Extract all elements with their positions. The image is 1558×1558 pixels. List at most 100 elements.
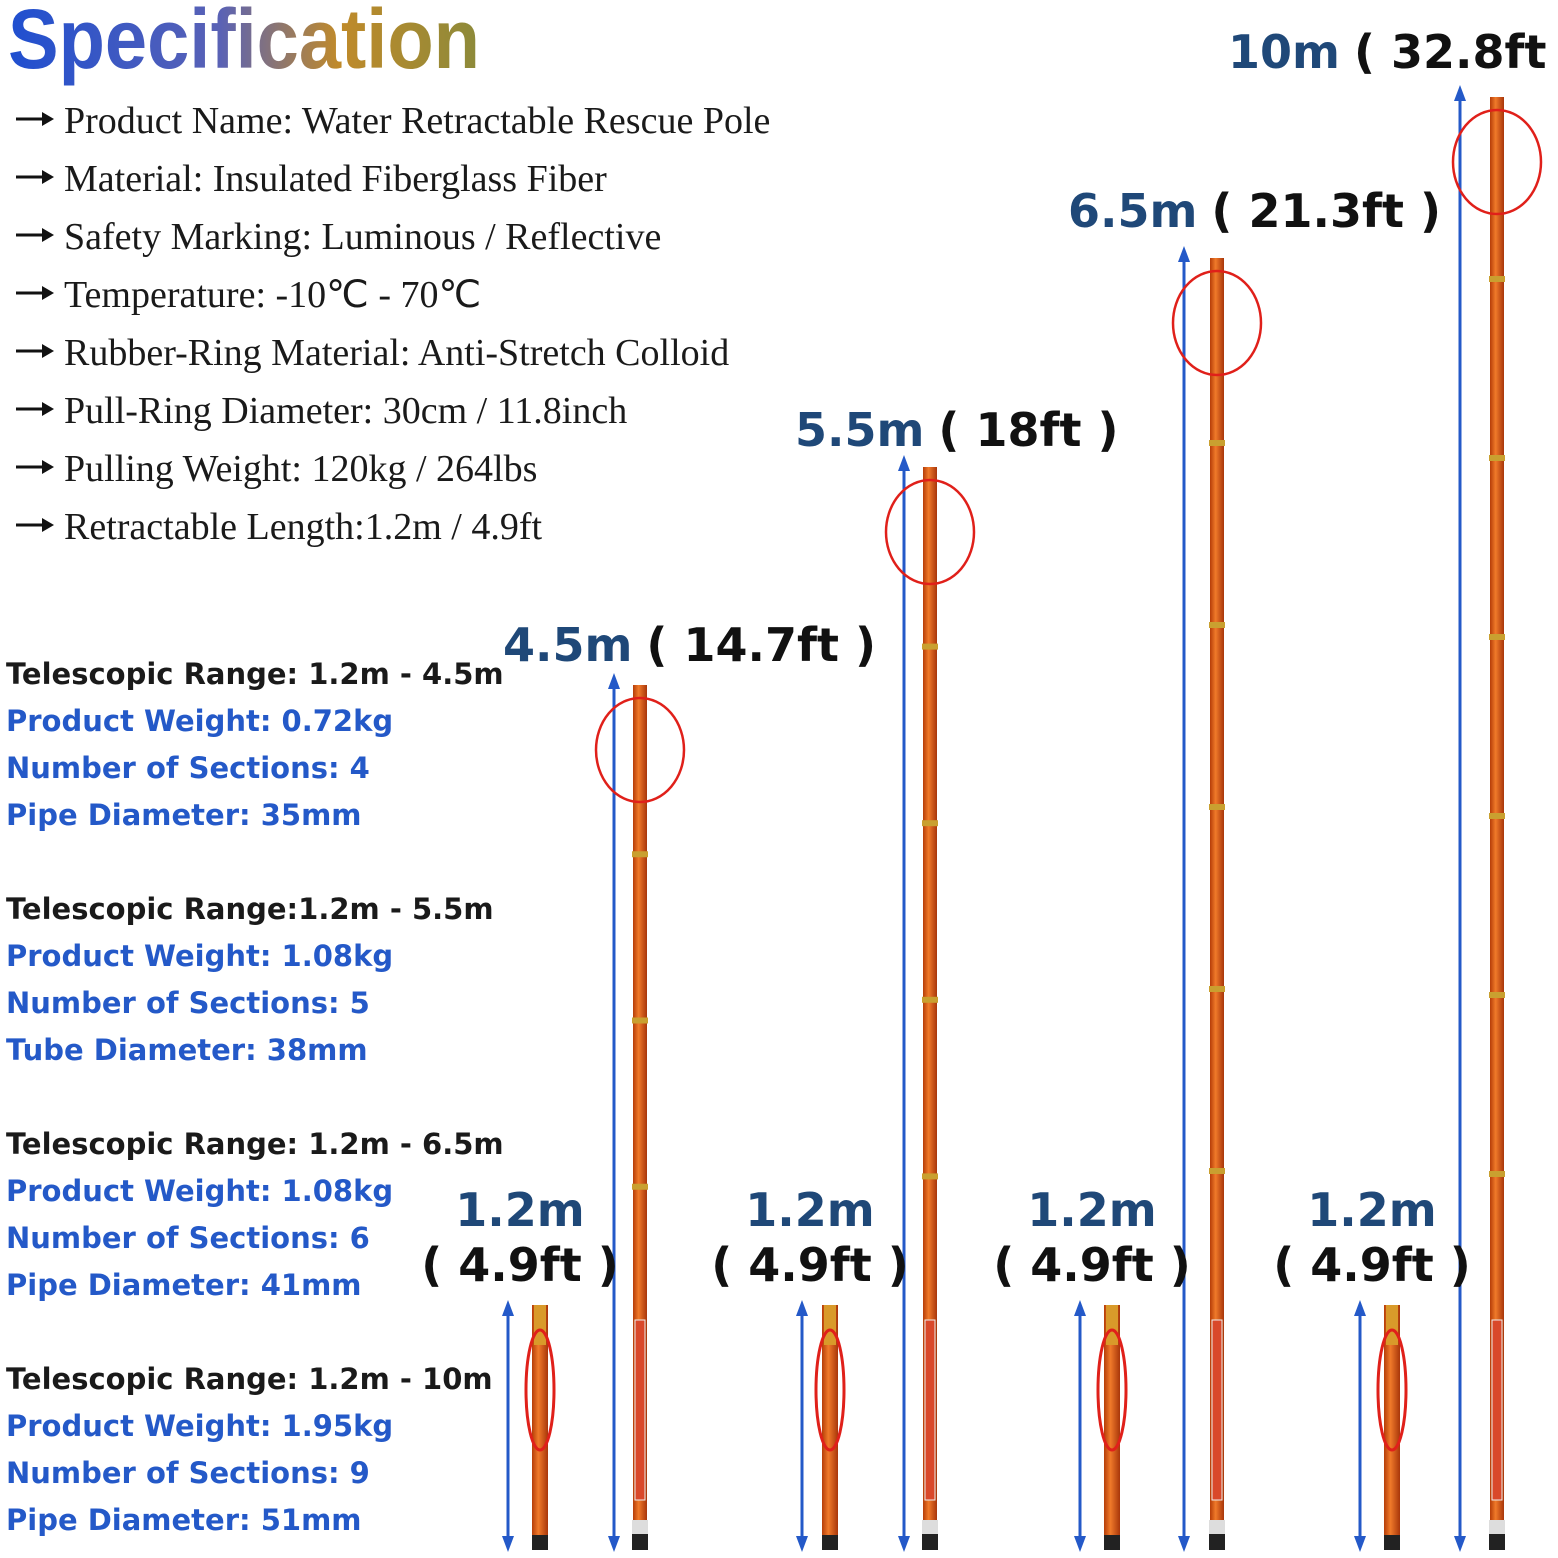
retracted-pole xyxy=(822,1305,838,1550)
bullet-arrow-head xyxy=(42,402,54,416)
arrow-head xyxy=(1178,246,1190,262)
pole-joint xyxy=(1209,986,1225,992)
model-sections: Number of Sections: 5 xyxy=(6,986,370,1020)
arrow-head xyxy=(608,673,620,689)
model-diameter: Pipe Diameter: 41mm xyxy=(6,1268,362,1302)
extended-length-m: 6.5m xyxy=(1068,184,1197,238)
retracted-ring xyxy=(1096,1328,1128,1452)
retracted-pole xyxy=(1384,1305,1400,1550)
pole-joint xyxy=(632,1183,648,1190)
retracted-length-ft: ( 4.9ft ) xyxy=(1273,1238,1471,1292)
arrow-head xyxy=(1454,85,1466,101)
arrow-head xyxy=(1454,1536,1466,1552)
pole-joint xyxy=(632,1017,648,1024)
retracted-tip xyxy=(1386,1305,1398,1345)
pull-ring xyxy=(1171,269,1263,377)
pole-joint xyxy=(922,643,938,650)
arrow-head xyxy=(502,1536,514,1552)
model-range: Telescopic Range: 1.2m - 10m xyxy=(6,1362,493,1396)
title: Specification xyxy=(8,0,480,86)
pole-joint xyxy=(1209,1168,1225,1174)
pole xyxy=(1210,258,1224,1550)
bullet-arrow-head xyxy=(42,228,54,242)
retracted-length-ft: ( 4.9ft ) xyxy=(711,1238,909,1292)
arrow-head xyxy=(1074,1300,1086,1316)
model-sections: Number of Sections: 4 xyxy=(6,751,370,785)
pole-joint xyxy=(922,1173,938,1180)
arrow-head xyxy=(1074,1536,1086,1552)
model-weight: Product Weight: 1.08kg xyxy=(6,939,393,973)
bullet-arrow-head xyxy=(42,286,54,300)
retracted-length-m: 1.2m xyxy=(1307,1183,1436,1237)
spec-item: Temperature: -10℃ - 70℃ xyxy=(64,274,481,316)
pole-label xyxy=(924,1319,936,1501)
extended-length: 5.5m ( 18ft ) xyxy=(795,403,1119,457)
pole-cap xyxy=(632,1520,648,1534)
retracted-tip xyxy=(824,1305,836,1345)
retracted-length-ft: ( 4.9ft ) xyxy=(421,1238,619,1292)
retracted-end xyxy=(532,1535,548,1550)
retracted-end xyxy=(1104,1535,1120,1550)
retracted-ring xyxy=(524,1328,556,1452)
pole-joint xyxy=(1489,634,1505,640)
arrow-head xyxy=(898,1536,910,1552)
extended-length-m: 4.5m xyxy=(503,618,632,672)
pull-ring xyxy=(884,478,976,586)
pole-joint xyxy=(1209,440,1225,446)
spec-item: Pulling Weight: 120kg / 264lbs xyxy=(64,448,537,490)
pull-ring xyxy=(1451,108,1543,216)
retracted-pole xyxy=(532,1305,548,1550)
extended-length: 10m ( 32.8ft ) xyxy=(1228,25,1558,79)
pole-joint xyxy=(1489,992,1505,998)
pole-end xyxy=(1489,1534,1505,1550)
retracted-end xyxy=(1384,1535,1400,1550)
pole xyxy=(923,467,937,1550)
retracted-ring xyxy=(1376,1328,1408,1452)
extended-length-ft: ( 14.7ft ) xyxy=(646,618,876,672)
retracted-length-ft: ( 4.9ft ) xyxy=(993,1238,1191,1292)
arrow-head xyxy=(1354,1300,1366,1316)
pole-end xyxy=(922,1534,938,1550)
model-range: Telescopic Range:1.2m - 5.5m xyxy=(6,892,494,926)
retracted-length-m: 1.2m xyxy=(455,1183,584,1237)
bullet-arrow-head xyxy=(42,112,54,126)
pole-joint xyxy=(1209,804,1225,810)
extended-length-ft: ( 21.3ft ) xyxy=(1211,184,1441,238)
extended-length: 6.5m ( 21.3ft ) xyxy=(1068,184,1441,238)
arrow-head xyxy=(898,455,910,471)
pole-cap xyxy=(1209,1520,1225,1534)
retracted-length-m: 1.2m xyxy=(745,1183,874,1237)
model-diameter: Pipe Diameter: 51mm xyxy=(6,1503,362,1537)
spec-item: Retractable Length:1.2m / 4.9ft xyxy=(64,506,542,548)
extended-length: 4.5m ( 14.7ft ) xyxy=(503,618,876,672)
bullet-arrow-head xyxy=(42,170,54,184)
arrow-head xyxy=(796,1300,808,1316)
arrow-head xyxy=(1354,1536,1366,1552)
extended-length-m: 10m xyxy=(1228,25,1340,79)
arrow-head xyxy=(796,1536,808,1552)
pole-joint xyxy=(1489,276,1505,282)
pull-ring xyxy=(594,696,686,804)
retracted-pole xyxy=(1104,1305,1120,1550)
pole-cap xyxy=(922,1520,938,1534)
spec-item: Pull-Ring Diameter: 30cm / 11.8inch xyxy=(64,390,627,432)
extended-length-ft: ( 18ft ) xyxy=(938,403,1118,457)
retracted-tip xyxy=(1106,1305,1118,1345)
pole-joint xyxy=(922,996,938,1003)
pole-joint xyxy=(1489,1171,1505,1177)
spec-item: Product Name: Water Retractable Rescue P… xyxy=(64,100,770,142)
spec-item: Material: Insulated Fiberglass Fiber xyxy=(64,158,607,200)
arrow-head xyxy=(1178,1536,1190,1552)
retracted-length-m: 1.2m xyxy=(1027,1183,1156,1237)
pole-joint xyxy=(632,851,648,858)
pole-label xyxy=(634,1319,646,1501)
extended-length-m: 5.5m xyxy=(795,403,924,457)
model-range: Telescopic Range: 1.2m - 6.5m xyxy=(6,1127,504,1161)
model-weight: Product Weight: 0.72kg xyxy=(6,704,393,738)
retracted-tip xyxy=(534,1305,546,1345)
pole-label xyxy=(1491,1319,1503,1501)
arrow-head xyxy=(608,1536,620,1552)
bullet-arrow-head xyxy=(42,460,54,474)
arrow-head xyxy=(502,1300,514,1316)
